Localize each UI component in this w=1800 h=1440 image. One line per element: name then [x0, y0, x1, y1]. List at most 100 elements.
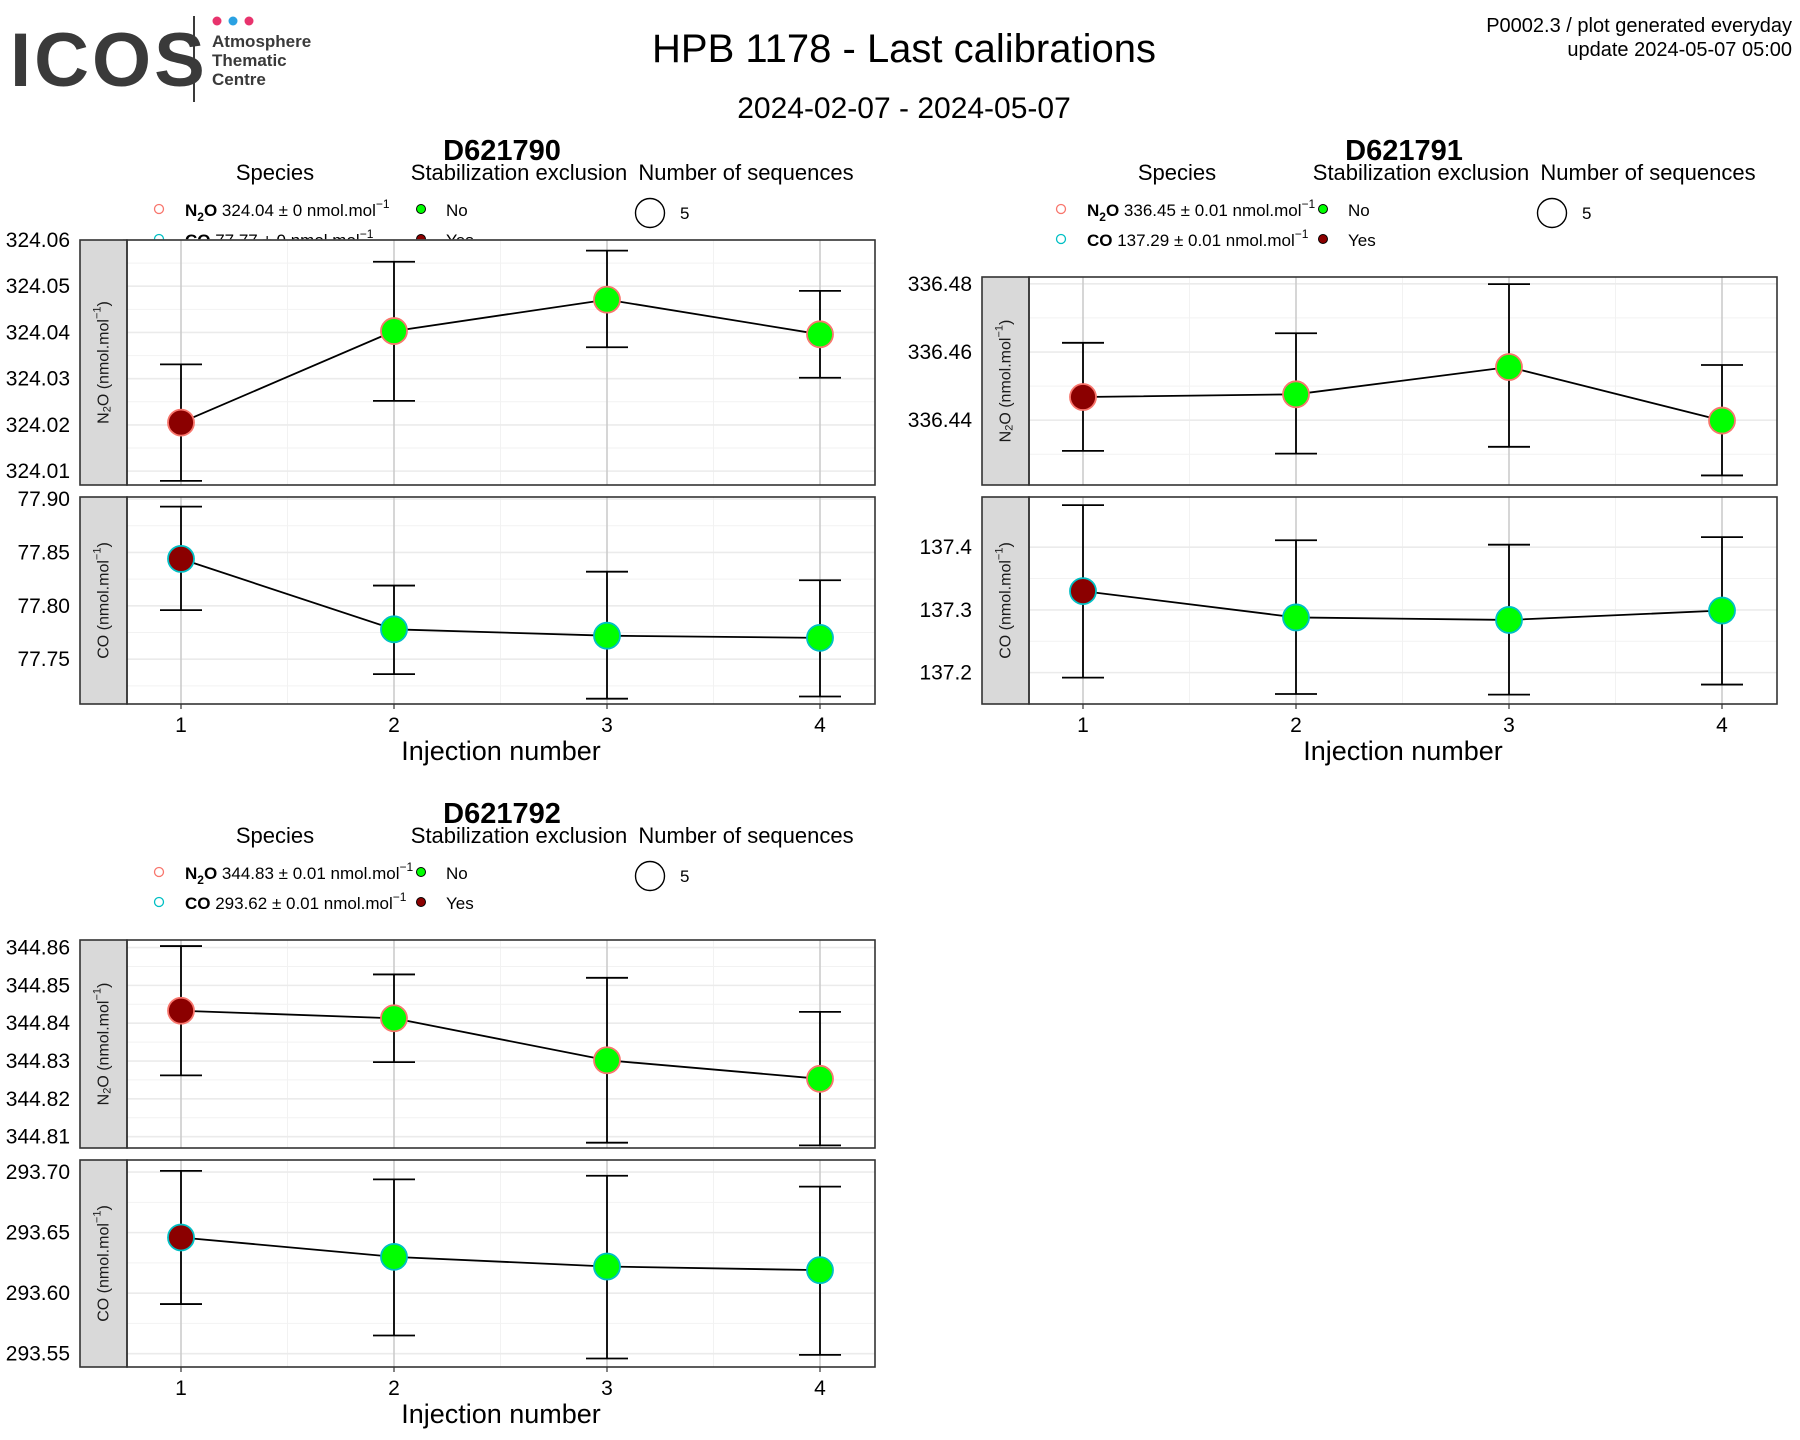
panel-border [1028, 496, 1778, 705]
panel-ylabel: CO (nmol.mol−1) [92, 542, 113, 659]
x-tick-label: 2 [388, 1377, 400, 1400]
y-tick-label: 293.70 [6, 1161, 70, 1184]
legend-exclusion-swatch [416, 897, 426, 907]
legend-exclusion-label: Yes [1348, 231, 1376, 250]
panel-border [126, 496, 876, 705]
panel-ylabel: N2O (nmol.mol−1) [92, 983, 114, 1106]
data-point [1069, 383, 1097, 411]
chart-title: D621792 [443, 798, 561, 830]
y-tick-label: 137.2 [919, 662, 972, 685]
y-tick-label: 344.86 [6, 937, 70, 960]
data-point [167, 1223, 195, 1252]
chart-title: D621790 [443, 135, 561, 167]
legend-sequences-label: 5 [1582, 204, 1591, 223]
x-axis-label: Injection number [401, 736, 601, 766]
data-point [593, 621, 621, 650]
panel-N2O: 324.01 324.02 324.03 324.04 324.05 324.06 N2O … [6, 229, 876, 486]
legend-sequences-label: 5 [680, 867, 689, 886]
y-tick-label: 137.3 [919, 599, 972, 622]
legend-species-label: CO 293.62 ± 0.01 nmol.mol−1 [185, 890, 407, 913]
legend-exclusion-label: No [446, 201, 468, 220]
y-tick-label: 293.55 [6, 1343, 70, 1366]
x-axis-label: Injection number [1303, 736, 1503, 766]
y-tick-label: 77.85 [17, 541, 70, 564]
data-point [1708, 406, 1736, 435]
data-point [380, 615, 408, 644]
page-title: HPB 1178 - Last calibrations [652, 27, 1156, 71]
legend-species-title: Species [236, 160, 314, 185]
header-note-line-1: P0002.3 / plot generated everyday [1486, 15, 1792, 37]
y-tick-label: 344.82 [6, 1088, 70, 1111]
data-point [167, 544, 195, 573]
x-tick-label: 4 [814, 1377, 826, 1400]
data-point [806, 623, 834, 652]
legend-sequences-title: Number of sequences [638, 160, 853, 185]
y-tick-label: 324.04 [6, 321, 71, 344]
legend-exclusion-title: Stabilization exclusion [1313, 160, 1529, 185]
legend-sequences-title: Number of sequences [1540, 160, 1755, 185]
legend-species-title: Species [236, 823, 314, 848]
x-tick-label: 1 [175, 1377, 187, 1400]
y-tick-label: 336.44 [908, 409, 973, 432]
legend-exclusion-title: Stabilization exclusion [411, 160, 627, 185]
legend-species-label: N2O 344.83 ± 0.01 nmol.mol−1 [185, 860, 413, 887]
data-point [806, 1256, 834, 1285]
x-tick-label: 4 [1716, 714, 1728, 737]
page-subtitle: 2024-02-07 - 2024-05-07 [737, 92, 1071, 125]
y-tick-label: 77.75 [17, 648, 70, 671]
panel-strip [981, 276, 1030, 486]
panel-N2O: 336.44 336.46 336.48 N2O (nmol.mol−1) [908, 273, 1778, 486]
y-tick-label: 137.4 [919, 536, 972, 559]
data-point [380, 317, 408, 345]
header-note-line-2: update 2024-05-07 05:00 [1567, 39, 1792, 61]
data-point [806, 1064, 834, 1093]
data-point [1069, 577, 1097, 605]
legend-species-swatch [153, 866, 165, 878]
y-tick-label: 344.84 [6, 1012, 71, 1035]
data-point [593, 1046, 621, 1075]
data-point [1495, 606, 1523, 634]
panel-border [126, 939, 876, 1149]
data-point [1708, 596, 1736, 625]
y-tick-label: 77.80 [17, 595, 70, 618]
series-line [1082, 590, 1723, 621]
data-point [380, 1242, 408, 1271]
data-point [167, 996, 195, 1025]
data-point [1282, 380, 1310, 409]
series-line [1082, 366, 1723, 422]
legend-exclusion-title: Stabilization exclusion [411, 823, 627, 848]
y-tick-label: 324.03 [6, 368, 70, 391]
y-tick-label: 336.48 [908, 273, 972, 296]
logo-dot-blue [228, 16, 238, 26]
x-tick-label: 2 [1290, 714, 1302, 737]
data-point [380, 1004, 408, 1033]
legend-species-swatch [153, 203, 165, 215]
legend-species-swatch [1055, 203, 1067, 215]
chart-title: D621791 [1345, 135, 1463, 167]
chart-D621791: D621791 Species N2O 336.45 ± 0.01 nmol.mol… [908, 135, 1778, 766]
logo-dot-pink [212, 16, 222, 26]
legend: Species N2O 336.45 ± 0.01 nmol.mol−1 CO 13… [1055, 160, 1756, 250]
y-tick-label: 324.06 [6, 229, 70, 252]
icos-logo-text: ICOS [10, 18, 208, 103]
x-tick-label: 3 [1503, 714, 1515, 737]
y-tick-label: 324.05 [6, 275, 70, 298]
legend-sequences-title: Number of sequences [638, 823, 853, 848]
y-tick-label: 344.81 [6, 1126, 70, 1149]
logo-dot-pink-2 [244, 16, 254, 26]
panel-ylabel: CO (nmol.mol−1) [92, 1205, 113, 1322]
x-tick-label: 1 [1077, 714, 1089, 737]
x-axis-label: Injection number [401, 1399, 601, 1429]
y-tick-label: 344.83 [6, 1050, 70, 1073]
legend-species-label: CO 137.29 ± 0.01 nmol.mol−1 [1087, 227, 1309, 250]
panel-CO: 293.55 293.60 293.65 293.70 CO (nmol.mol−1) [6, 1159, 876, 1368]
panel-strip [79, 496, 128, 705]
data-point [167, 408, 195, 437]
panel-CO: 137.2 137.3 137.4 CO (nmol.mol−1) [919, 496, 1778, 705]
x-tick-label: 2 [388, 714, 400, 737]
data-point [1282, 603, 1310, 632]
panel-ylabel: CO (nmol.mol−1) [994, 542, 1015, 659]
legend: Species N2O 344.83 ± 0.01 nmol.mol−1 CO 29… [153, 823, 854, 913]
legend-species-swatch [1055, 233, 1067, 245]
legend-sequences-swatch [1536, 197, 1568, 229]
